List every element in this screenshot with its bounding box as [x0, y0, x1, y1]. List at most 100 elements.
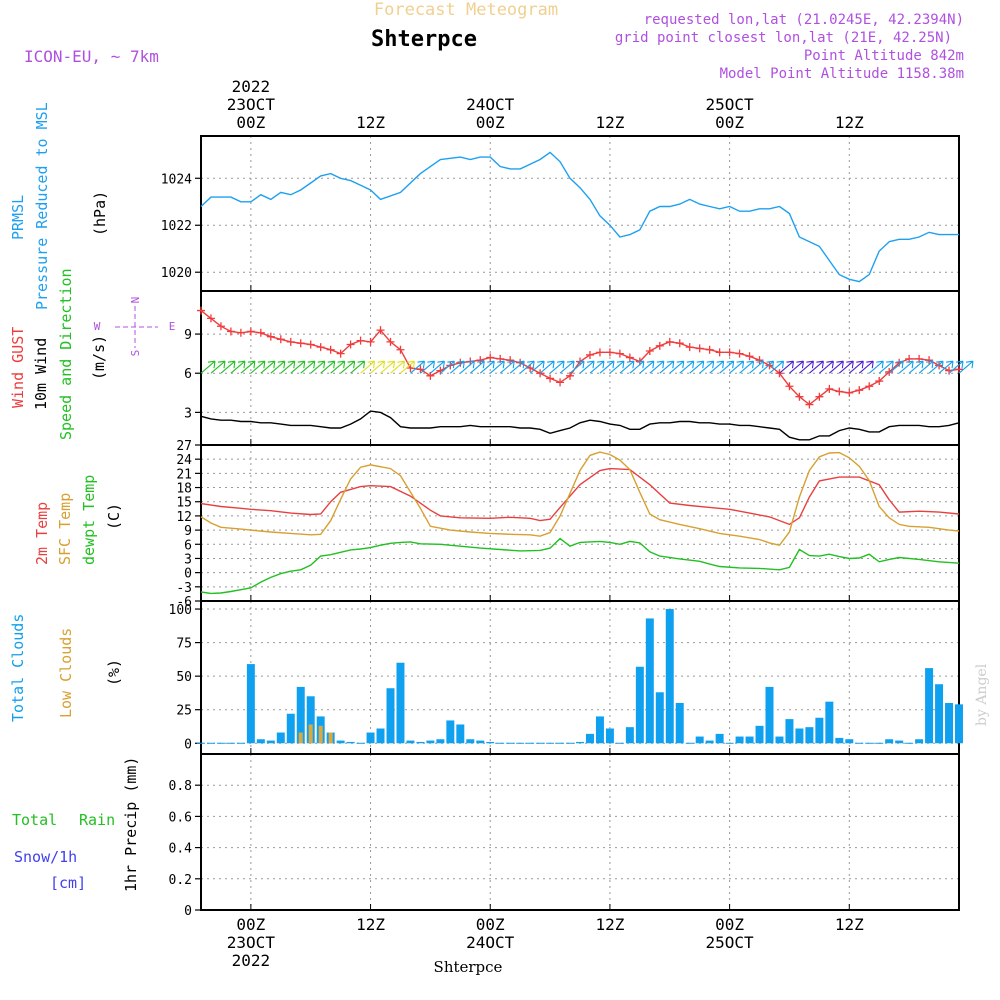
- total-cloud-bar: [376, 728, 385, 744]
- low-cloud-bar: [318, 725, 323, 744]
- wind-gust-label: Wind GUST: [9, 327, 27, 408]
- compass-west: W: [94, 320, 101, 333]
- total-cloud-bar: [955, 704, 963, 744]
- total-cloud-bar: [645, 618, 654, 744]
- total-cloud-bar: [915, 739, 924, 744]
- gust-marker: [925, 356, 934, 365]
- ytick-label: 0: [184, 567, 192, 582]
- header-title: Forecast Meteogram: [374, 0, 558, 20]
- wind-arrow: [858, 360, 874, 374]
- wind-arrow: [729, 360, 745, 374]
- wind-arrows: [200, 360, 974, 374]
- top-year: 2022: [232, 77, 271, 96]
- compass-rose: N S W E: [94, 297, 176, 357]
- wind-arrow: [300, 360, 316, 374]
- bottom-date-label: 25OCT: [706, 933, 755, 952]
- gust-marker: [745, 352, 754, 361]
- cm-label: [cm]: [50, 874, 86, 892]
- top-hour-label: 12Z: [356, 113, 385, 132]
- total-cloud-bar: [595, 716, 604, 744]
- wind-arrow: [709, 360, 725, 374]
- gust-marker: [476, 356, 485, 365]
- gust-marker: [206, 314, 215, 323]
- total-cloud-bar: [416, 741, 425, 744]
- total-cloud-bar: [446, 720, 455, 744]
- pressure-msl-label: Pressure Reduced to MSL: [33, 102, 51, 310]
- gust-marker: [865, 382, 874, 391]
- gust-markers: [197, 306, 963, 409]
- wind-arrow: [659, 360, 675, 374]
- wind-arrow: [539, 360, 555, 374]
- bottom-hour-label: 12Z: [595, 915, 624, 934]
- gust-marker: [955, 365, 963, 374]
- wind-arrow: [838, 360, 854, 374]
- wind-arrow: [789, 360, 804, 374]
- wind-arrow: [350, 360, 366, 374]
- low-cloud-bar: [308, 724, 313, 744]
- gust-marker: [785, 382, 794, 391]
- gust-marker: [755, 356, 764, 365]
- wind-arrow: [828, 360, 844, 374]
- ytick-label: 0.6: [169, 810, 192, 825]
- gust-marker: [845, 388, 854, 397]
- prmsl-line: [200, 151, 959, 283]
- total-cloud-bar: [266, 740, 275, 744]
- wind-arrow: [410, 360, 425, 374]
- ytick-label: 1024: [161, 172, 192, 187]
- ytick-label: 6: [184, 538, 192, 553]
- wind-arrow: [320, 360, 336, 374]
- wind-arrow: [739, 360, 755, 374]
- gust-marker: [306, 340, 315, 349]
- wind-arrow: [868, 360, 884, 374]
- wind-arrow: [948, 360, 964, 374]
- panels: 102010221024369-6-3036912151821242702550…: [161, 135, 960, 919]
- total-cloud-bar: [675, 703, 684, 744]
- panel-frame: [200, 753, 960, 911]
- total-cloud-bar: [825, 701, 834, 744]
- gust-marker: [655, 341, 664, 350]
- ms-label: (m/s): [90, 335, 108, 380]
- total-cloud-bar: [256, 739, 265, 744]
- gust-marker: [556, 378, 565, 387]
- sfc-temp-line: [200, 451, 960, 546]
- ytick-label: 3: [184, 406, 192, 421]
- panel-frame: [200, 444, 960, 602]
- hpa-label: (hPa): [91, 191, 109, 236]
- wind-arrow: [819, 360, 834, 374]
- total-cloud-bar: [885, 739, 894, 744]
- total-cloud-bar: [705, 740, 714, 744]
- gust-marker: [376, 326, 385, 335]
- ytick-label: 27: [176, 439, 192, 454]
- total-cloud-bar: [436, 739, 445, 744]
- ytick-label: 24: [176, 453, 192, 468]
- total-cloud-bar: [466, 739, 475, 744]
- wind-arrow: [589, 360, 605, 374]
- total-cloud-bar: [775, 736, 784, 744]
- wind-arrow: [649, 360, 665, 374]
- wind-arrow: [360, 360, 376, 374]
- gust-marker: [396, 345, 405, 354]
- wind-arrow: [549, 360, 565, 374]
- ytick-label: 12: [176, 510, 192, 525]
- temp-labels: 2m Temp SFC Temp dewpt Temp (C): [33, 475, 123, 565]
- gust-marker: [346, 340, 355, 349]
- gust-marker: [665, 337, 674, 346]
- total-cloud-bar: [246, 664, 255, 744]
- gust-marker: [715, 348, 724, 357]
- gust-marker: [216, 322, 225, 331]
- total-cloud-bar: [795, 728, 804, 744]
- model-label: ICON-EU, ~ 7km: [24, 47, 159, 66]
- bottom-date-label: 24OCT: [466, 933, 515, 952]
- top-hour-label: 00Z: [476, 113, 505, 132]
- total-cloud-bar: [765, 686, 774, 744]
- wind-arrow: [489, 360, 505, 374]
- wind-arrow: [769, 360, 785, 374]
- gust-marker: [416, 365, 425, 374]
- wind-arrow: [519, 360, 535, 374]
- wind-arrow: [898, 360, 914, 374]
- gust-marker: [625, 353, 634, 362]
- pct-label: (%): [105, 659, 123, 686]
- gust-marker: [246, 327, 255, 336]
- total-label: Total: [12, 811, 57, 829]
- wind-arrow: [689, 360, 705, 374]
